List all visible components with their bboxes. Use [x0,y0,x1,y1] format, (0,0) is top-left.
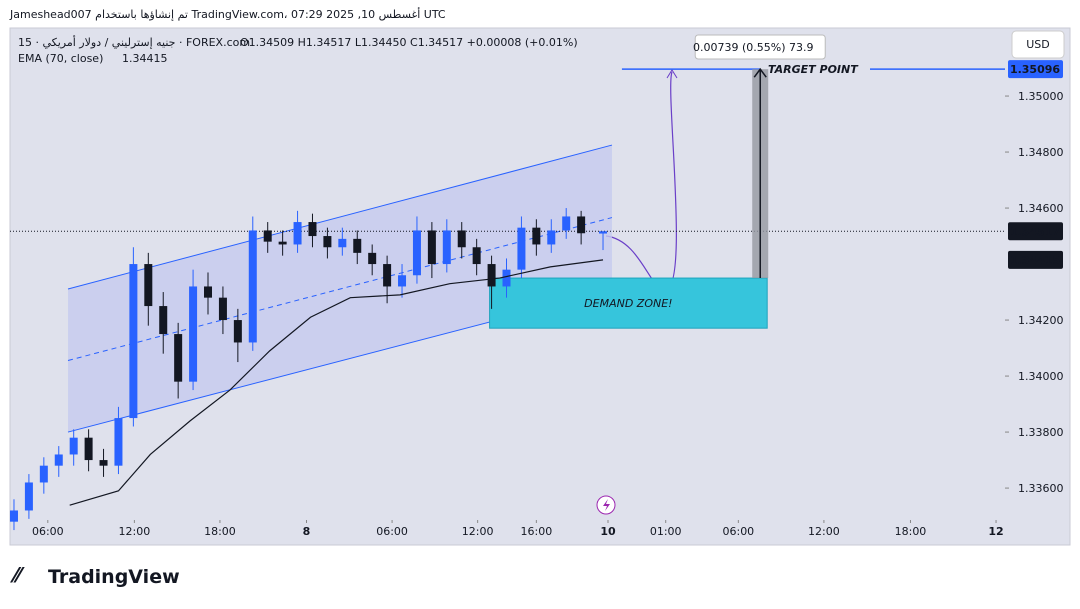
ema-line [69,259,604,506]
candle-body [24,482,33,511]
candle-body [487,264,496,287]
candle-body [263,230,272,242]
x-tick-label: 18:00 [204,525,236,538]
demand-zone-label: DEMAND ZONE! [584,297,672,310]
candle-body [189,286,198,382]
candle-body [9,510,18,522]
x-tick-label: 12 [988,525,1003,538]
ohlc: O1.34509 H1.34517 L1.34450 C1.34517 +0.0… [240,36,578,49]
candle-body [472,247,481,265]
target-label: TARGET POINT [768,63,859,76]
candle-body [69,437,78,455]
price-tag-label: 1.35096 [1010,63,1060,76]
y-tick-label: 1.34800 [1018,146,1064,159]
candle-body [129,264,138,419]
candle-body [368,252,377,265]
candle-body [293,222,302,245]
candle-body [159,306,168,335]
candle-body [39,465,48,483]
x-tick-label: 16:00 [521,525,553,538]
candle-body [308,222,317,237]
caption: Jameshead007 تم إنشاؤها باستخدام Trading… [9,7,446,21]
candle-body [278,241,287,245]
candle-body [383,264,392,287]
candle-body [174,334,183,382]
price-tag-label: 1.34517 [1010,225,1060,238]
target-label-bg [760,61,870,78]
x-tick-label: 8 [303,525,311,538]
candle-body [398,275,407,287]
demand-zone [489,277,768,329]
candle-body [442,230,451,265]
plot: 1.33600 1.33800 1.34000 1.34200 1.34600 1.348… [9,34,1064,538]
price-tag [1008,250,1063,269]
candle-body [218,297,227,321]
currency-button[interactable] [1011,30,1065,59]
y-tick-label: 1.33800 [1018,426,1064,439]
y-tick-label: 1.34000 [1018,370,1064,383]
currency[interactable]: USD [1026,38,1050,51]
measure-label: 0.00739 (0.55%) 73.9 [693,41,814,54]
x-tick-label: 06:00 [32,525,64,538]
x-tick-label: 01:00 [650,525,682,538]
candle-body [114,418,123,466]
candle-body [144,264,153,307]
candle-body [353,238,362,253]
candle-body [562,216,571,231]
y-tick-label: 1.35000 [1018,90,1064,103]
x-tick-label: 06:00 [722,525,754,538]
candle-body [517,227,526,270]
candle-body [547,230,556,245]
channel-upper [67,144,613,290]
x-tick-label: 12:00 [808,525,840,538]
y-tick-label: 1.33600 [1018,482,1064,495]
candle-body [233,320,242,343]
x-tick-label: 12:00 [462,525,494,538]
candle-body [84,437,93,461]
candle-body [204,286,213,298]
brand: TradingView [48,566,180,588]
candle-body [427,230,436,265]
y-tick-label: 1.34600 [1018,202,1064,215]
candle-body [412,230,421,276]
x-tick-label: 10 [600,525,616,538]
candle-body [577,216,586,234]
y-tick-label: 1.34200 [1018,314,1064,327]
candle-body [54,454,63,466]
x-tick-label: 12:00 [119,525,151,538]
event-bolt [603,499,610,511]
candle-body [502,269,511,287]
x-tick-label: 06:00 [376,525,408,538]
price-tag [1008,60,1063,79]
candle-body [457,230,466,248]
candle-body [532,227,541,245]
candle-body [599,231,608,234]
x-tick-label: 18:00 [895,525,927,538]
symbol: جنيه إسترليني / دولار أمريكي · 15 · FORE… [18,35,250,49]
candle-body [99,460,108,466]
candle-body [248,230,257,343]
price-tag-label: 1.34415 [1010,254,1060,267]
candle-body [323,236,332,248]
projection-arrowhead [666,69,678,79]
measure-arrowhead [753,67,767,78]
price-tag [1008,222,1063,241]
ema-legend-value: 1.34415 [122,52,168,65]
measure-label-bg [694,34,826,60]
ema-legend: EMA (70, close) [18,52,103,65]
candle-body [338,238,347,248]
